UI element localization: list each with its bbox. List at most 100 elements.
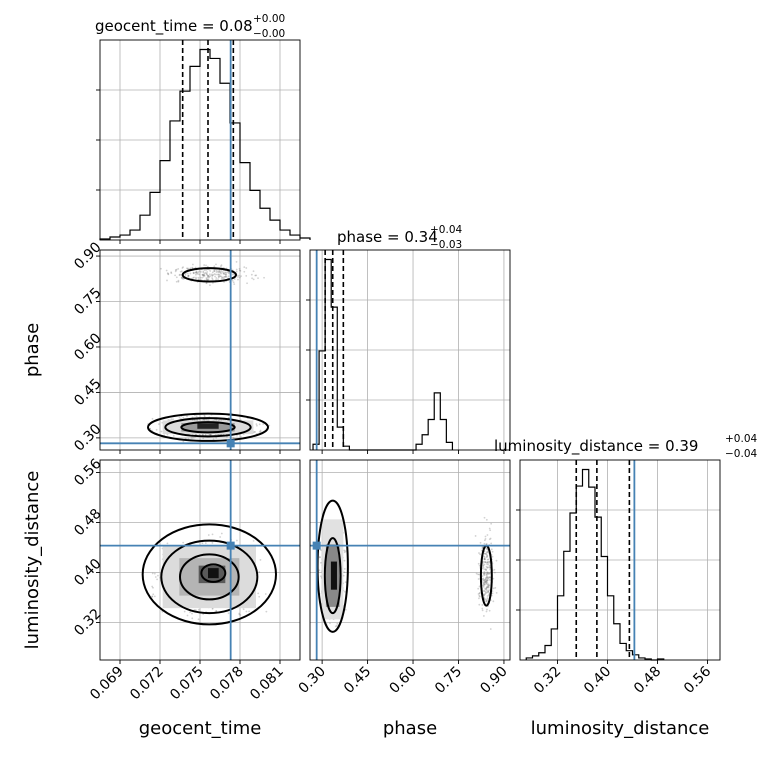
sample-point: [160, 430, 163, 433]
sample-point: [209, 270, 212, 272]
sample-point: [178, 274, 181, 277]
sample-point: [222, 277, 225, 280]
sample-point: [207, 274, 210, 277]
sample-point: [475, 572, 478, 575]
sample-point: [483, 558, 486, 560]
sample-point: [211, 541, 214, 544]
sample-point: [484, 581, 487, 583]
sample-point: [192, 271, 195, 274]
panel-frame: [99, 249, 301, 451]
sample-point: [258, 571, 261, 573]
sample-point: [257, 592, 260, 595]
sample-point: [223, 272, 225, 275]
sample-point: [213, 265, 216, 268]
sample-point: [179, 270, 182, 273]
sample-point: [484, 538, 487, 540]
sample-point: [205, 272, 208, 275]
sample-point: [156, 578, 158, 581]
sample-point: [344, 581, 347, 584]
sample-point: [487, 590, 490, 593]
sample-point: [203, 269, 206, 272]
sample-point: [487, 584, 490, 587]
sample-point: [207, 275, 209, 278]
sample-point: [220, 532, 223, 535]
sample-point: [485, 591, 488, 594]
sample-point: [257, 277, 259, 280]
histogram-geocent_time: [99, 48, 311, 240]
sample-point: [151, 595, 154, 598]
sample-point: [239, 614, 242, 616]
sample-point: [205, 418, 208, 421]
sample-point: [483, 574, 486, 576]
contour-level: [323, 537, 342, 615]
sample-point: [485, 518, 488, 521]
sample-point: [238, 269, 241, 272]
sample-point: [205, 273, 208, 275]
sample-point: [489, 529, 492, 532]
sample-point: [483, 594, 485, 596]
sample-point: [206, 274, 209, 276]
sample-point: [482, 572, 485, 575]
sample-point: [478, 552, 480, 554]
sample-point: [474, 535, 477, 537]
sample-point: [485, 574, 488, 576]
contour-level: [141, 523, 277, 626]
sample-point: [154, 576, 157, 578]
sample-point: [203, 415, 206, 418]
panel-phase-vs-geocent-time: 0.300.450.600.750.90: [71, 239, 301, 455]
sample-point: [485, 598, 488, 601]
sample-point: [478, 592, 481, 594]
sample-point: [485, 565, 488, 568]
sample-point: [220, 277, 223, 280]
sample-point: [487, 577, 490, 580]
sample-point: [495, 591, 498, 594]
panel-content: [100, 250, 300, 450]
sample-point: [167, 272, 170, 275]
sample-point: [490, 522, 493, 525]
sample-point: [202, 274, 204, 276]
xlabel-geocent-time: geocent_time: [139, 718, 262, 739]
sample-point: [215, 436, 218, 439]
sample-point: [235, 268, 238, 271]
panel-phase-hist: [306, 249, 511, 454]
sample-point: [488, 565, 491, 568]
sample-point: [335, 624, 338, 627]
sample-point: [329, 622, 331, 625]
sample-point: [482, 564, 485, 567]
sample-point: [231, 279, 234, 282]
sample-point: [486, 576, 489, 579]
panel-frame: [99, 39, 301, 241]
sample-point: [484, 580, 487, 583]
sample-point: [483, 594, 486, 597]
ylabel-phase: phase: [22, 323, 43, 377]
sample-point: [219, 271, 222, 274]
sample-point: [209, 273, 211, 276]
sample-point: [479, 553, 482, 556]
sample-point: [486, 566, 489, 569]
sample-point: [259, 430, 262, 433]
sample-point: [485, 569, 488, 572]
sample-point: [211, 533, 214, 536]
sample-point: [201, 542, 204, 545]
density-cell: [330, 561, 337, 590]
panel-frame: [309, 459, 511, 661]
sample-point: [224, 273, 227, 276]
sample-point: [220, 269, 223, 272]
contour-level: [164, 417, 252, 438]
sample-point: [344, 550, 347, 553]
sample-point: [207, 278, 210, 281]
sample-point: [486, 555, 489, 557]
sample-point: [227, 271, 230, 274]
x-tick-label: 0.90: [477, 664, 510, 697]
sample-point: [492, 577, 495, 580]
sample-point: [486, 554, 488, 557]
sample-point: [478, 585, 481, 588]
sample-point: [236, 539, 238, 542]
sample-point: [485, 582, 488, 585]
sample-point: [194, 271, 197, 274]
sample-point: [478, 573, 481, 576]
sample-point: [191, 617, 194, 620]
sample-point: [178, 273, 181, 276]
sample-point: [343, 559, 346, 562]
